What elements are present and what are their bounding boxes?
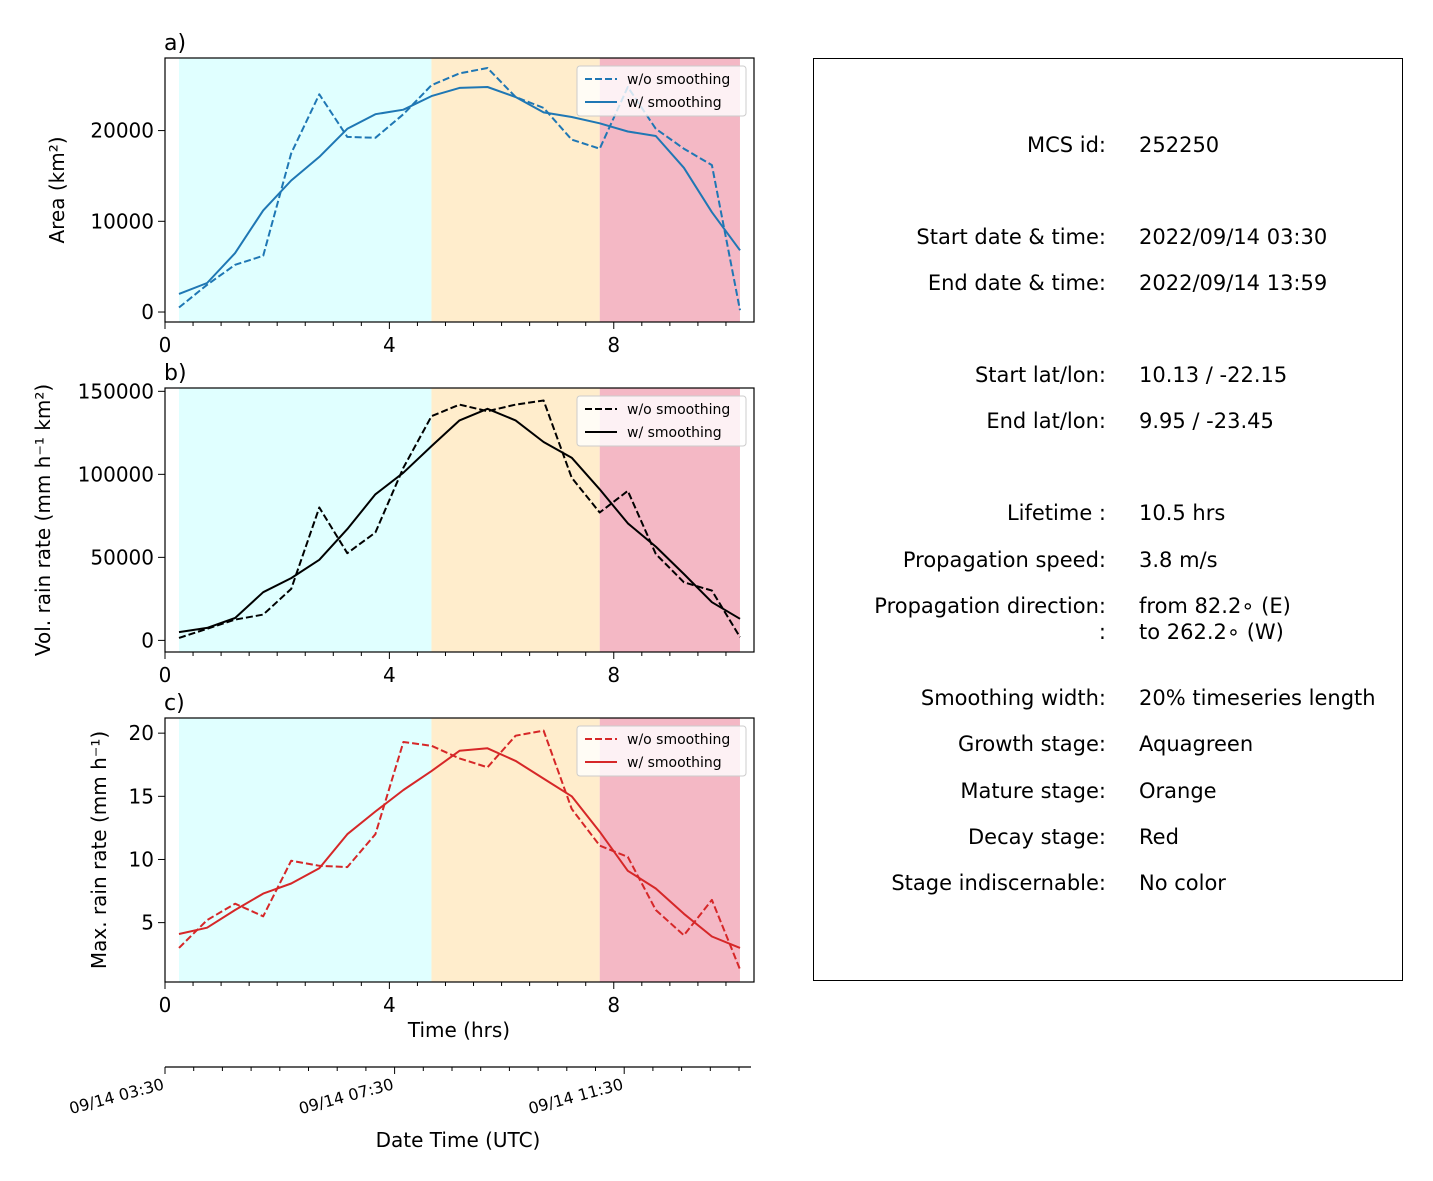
panel-a-y-tick-label: 0 (141, 300, 154, 324)
info-row: Mature stage: Orange (814, 779, 1402, 809)
info-key: Start date & time: (916, 225, 1106, 249)
panel-a-legend-entry: w/o smoothing (627, 72, 730, 88)
panel-c-x-tick-label: 4 (383, 993, 396, 1017)
date-axis-tick-label: 09/14 11:30 (526, 1075, 625, 1119)
panel-c-axes-frame (164, 717, 755, 983)
panel-b-y-axis-label: Vol. rain rate (mm h⁻¹ km²) (31, 384, 55, 656)
info-row: Smoothing width: 20% timeseries length (814, 686, 1402, 716)
panel-c-legend-entry: w/o smoothing (627, 732, 730, 748)
panel-a-legend (576, 65, 747, 117)
info-value: 9.95 / -23.45 (1139, 409, 1274, 433)
info-value: No color (1139, 871, 1226, 895)
info-key: Stage indiscernable: (891, 871, 1106, 895)
panel-b-y-tick-label: 150000 (78, 379, 154, 403)
panel-b-growth-stage-shading (179, 388, 432, 652)
panel-a-mature-stage-shading (431, 58, 600, 322)
info-value: Aquagreen (1139, 732, 1254, 756)
panel-c-y-axis-label: Max. rain rate (mm h⁻¹) (87, 731, 111, 969)
panel-b-smoothed-line (178, 407, 741, 634)
info-row: Decay stage: Red (814, 825, 1402, 855)
panel-c-label: c) (164, 691, 185, 716)
info-value: 252250 (1139, 133, 1220, 157)
panel-b-label: b) (164, 361, 187, 386)
info-value: 3.8 m/s (1139, 548, 1218, 572)
info-key: Mature stage: (960, 779, 1106, 803)
panel-b-mature-stage-shading (431, 388, 600, 652)
panel-b-unsmoothed-line (178, 399, 741, 639)
info-value: 20% timeseries length (1139, 686, 1376, 710)
info-key: : (1098, 620, 1106, 644)
date-axis-tick-label: 09/14 03:30 (67, 1075, 166, 1119)
date-axis-tick-label: 09/14 07:30 (297, 1075, 396, 1119)
info-row: Lifetime : 10.5 hrs (814, 501, 1402, 531)
panel-b-y-tick-label: 50000 (90, 545, 154, 569)
panel-b-x-tick-label: 4 (383, 663, 396, 687)
panel-c-mature-stage-shading (431, 718, 600, 982)
info-row: End lat/lon: 9.95 / -23.45 (814, 409, 1402, 439)
info-value: 2022/09/14 13:59 (1139, 271, 1328, 295)
mcs-info-panel: MCS id: 252250 Start date & time: 2022/09/1… (813, 58, 1403, 981)
panel-c-x-tick-label: 8 (607, 993, 620, 1017)
info-row: Stage indiscernable: No color (814, 871, 1402, 901)
panel-c-smoothed-line (178, 747, 741, 949)
info-row: : to 262.2∘ (W) (814, 620, 1402, 650)
panel-a-x-tick-label: 4 (383, 333, 396, 357)
info-value: 2022/09/14 03:30 (1139, 225, 1328, 249)
info-key: Start lat/lon: (974, 363, 1106, 387)
info-row: Start lat/lon: 10.13 / -22.15 (814, 363, 1402, 393)
date-axis-label: Date Time (UTC) (376, 1128, 541, 1152)
info-key: Propagation direction: (874, 594, 1106, 618)
info-row: Growth stage: Aquagreen (814, 732, 1402, 762)
panel-a-legend-entry: w/ smoothing (627, 95, 722, 111)
panel-b-legend (576, 395, 747, 447)
info-key: Growth stage: (957, 732, 1106, 756)
panel-a-label: a) (164, 31, 186, 56)
panel-b-y-tick-label: 100000 (78, 462, 154, 486)
info-value: Red (1139, 825, 1179, 849)
info-value: to 262.2∘ (W) (1139, 620, 1284, 644)
panel-a-y-tick-label: 10000 (90, 209, 154, 233)
info-key: Propagation speed: (902, 548, 1106, 572)
info-key: Smoothing width: (920, 686, 1106, 710)
panel-a-x-tick-label: 8 (607, 333, 620, 357)
panel-c-y-tick-label: 5 (141, 911, 154, 935)
panel-a-growth-stage-shading (179, 58, 432, 322)
time-axis-label: Time (hrs) (407, 1018, 510, 1042)
panel-b-legend-entry: w/ smoothing (627, 425, 722, 441)
panel-a-x-tick-label: 0 (159, 333, 172, 357)
info-value: 10.5 hrs (1139, 501, 1226, 525)
panel-c-growth-stage-shading (179, 718, 432, 982)
info-key: MCS id: (1026, 133, 1106, 157)
panel-b-x-tick-label: 8 (607, 663, 620, 687)
panel-b-axes-frame (164, 387, 755, 653)
info-key: End lat/lon: (986, 409, 1106, 433)
panel-c-y-tick-label: 20 (129, 721, 154, 745)
panel-b-x-tick-label: 0 (159, 663, 172, 687)
info-row: MCS id: 252250 (814, 133, 1402, 163)
info-row: End date & time: 2022/09/14 13:59 (814, 271, 1402, 301)
panel-c-x-tick-label: 0 (159, 993, 172, 1017)
panel-a-y-tick-label: 20000 (90, 119, 154, 143)
info-row: Start date & time: 2022/09/14 03:30 (814, 225, 1402, 255)
panel-c-legend-entry: w/ smoothing (627, 755, 722, 771)
info-key: Decay stage: (968, 825, 1106, 849)
panel-c-legend (576, 725, 747, 777)
panel-b-y-tick-label: 0 (141, 628, 154, 652)
panel-b-legend-entry: w/o smoothing (627, 402, 730, 418)
panel-c-y-tick-label: 15 (129, 784, 154, 808)
info-key: End date & time: (927, 271, 1106, 295)
panel-a-smoothed-line (178, 86, 741, 295)
panel-a-y-axis-label: Area (km²) (45, 136, 69, 243)
info-key: Lifetime : (1006, 501, 1106, 525)
panel-c-y-tick-label: 10 (129, 847, 154, 871)
panel-c-unsmoothed-line (178, 729, 741, 970)
info-value: Orange (1139, 779, 1217, 803)
info-row: Propagation speed: 3.8 m/s (814, 548, 1402, 578)
info-value: 10.13 / -22.15 (1139, 363, 1288, 387)
info-row: Propagation direction: from 82.2∘ (E) (814, 594, 1402, 624)
info-value: from 82.2∘ (E) (1139, 594, 1291, 618)
panel-a-axes-frame (164, 57, 755, 323)
